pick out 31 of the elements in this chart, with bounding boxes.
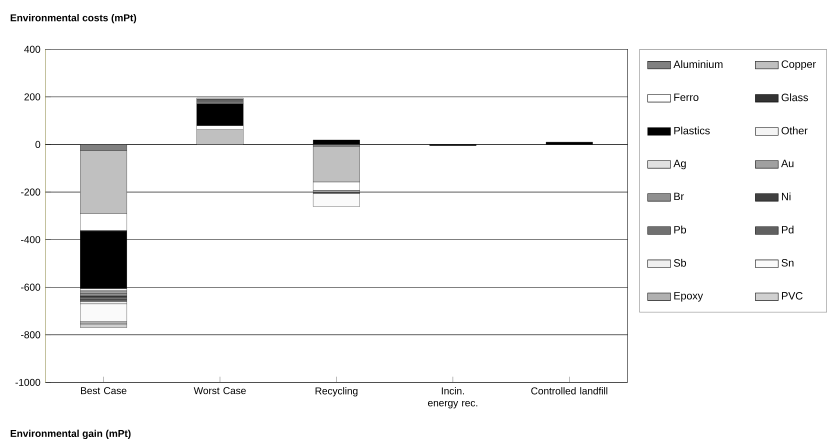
legend-label: Aluminium — [673, 60, 722, 68]
legend-label: Sn — [782, 259, 794, 267]
legend-label: PVC — [782, 292, 803, 300]
legend-label: Glass — [782, 93, 808, 102]
y-tick-label: -400 — [21, 236, 40, 244]
y-tick-label: 400 — [24, 46, 40, 53]
x-tick-label: Recycling — [316, 387, 358, 396]
x-tick-label: Worst Case — [194, 387, 246, 394]
x-tick-label: Controlled landfill — [531, 387, 608, 394]
legend-label: Ni — [782, 192, 790, 200]
legend-label: Copper — [782, 60, 816, 70]
y-tick-label: 0 — [35, 140, 40, 148]
y-tick-label: 200 — [24, 93, 40, 100]
y-tick-label: -600 — [21, 284, 40, 291]
legend-label: Other — [782, 126, 808, 134]
y-tick-label: -200 — [21, 188, 40, 196]
y-tick-label: -800 — [21, 331, 40, 338]
legend-label: Ag — [673, 160, 686, 170]
legend-label: Pd — [782, 226, 794, 234]
x-tick-label: Incin. energy rec. — [428, 387, 478, 408]
legend-label: Br — [674, 192, 684, 200]
y-tick-label: -1000 — [15, 378, 40, 386]
legend-label: Plastics — [674, 126, 710, 134]
text: Environmental gain (mPt) — [10, 430, 131, 440]
legend-label: Epoxy — [674, 292, 704, 302]
legend-label: Au — [781, 160, 794, 168]
legend-label: Ferro — [674, 94, 698, 102]
y-axis-title: Environmental costs (mPt) — [10, 14, 136, 24]
legend-label: Sb — [674, 258, 686, 267]
x-tick-label: Best Case — [81, 387, 126, 394]
legend-label: Pb — [674, 226, 686, 234]
